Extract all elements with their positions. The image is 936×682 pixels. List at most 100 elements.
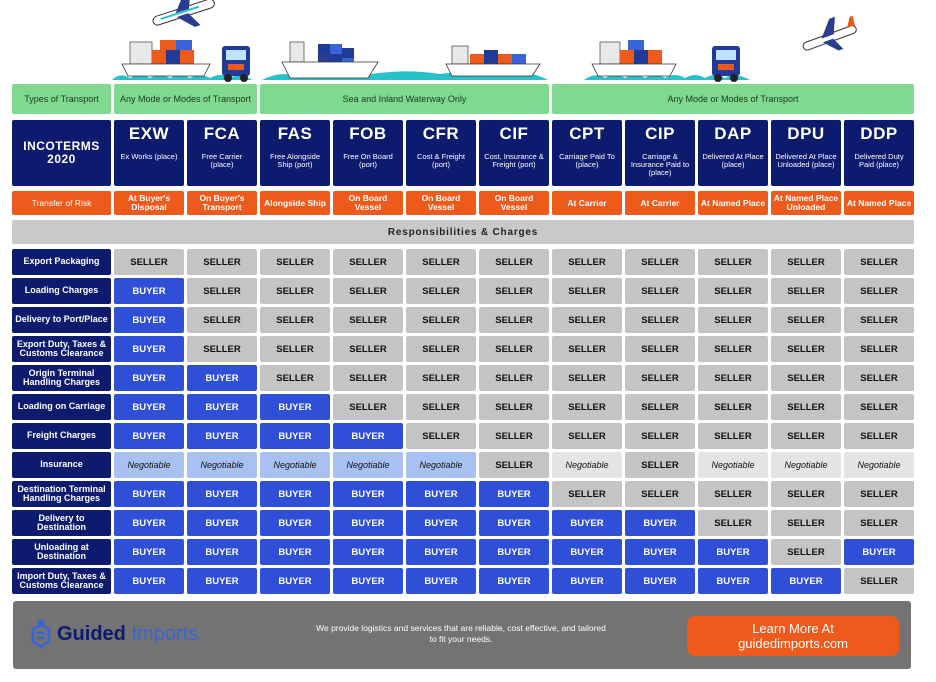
responsibility-cell: SELLER [698,278,768,304]
term-name: Free Alongside Ship (port) [269,152,321,169]
term-code: DDP [860,124,898,143]
term-header-cif[interactable]: CIF Cost, Insurance & Freight (port) [479,120,549,186]
brand-name-light: Imports [131,622,199,645]
term-header-cpt[interactable]: CPT Carriage Paid To (place) [552,120,622,186]
risk-point-ddp: At Named Place [844,191,914,215]
transport-types-label: Types of Transport [12,84,111,114]
cargo-ship-icon [445,45,541,77]
term-name: Free On Board (port) [343,152,393,169]
responsibility-cell: BUYER [187,568,257,594]
responsibility-cell: BUYER [625,510,695,536]
risk-point-fob: On Board Vessel [333,191,403,215]
responsibility-cell: SELLER [333,249,403,275]
term-code: EXW [128,124,170,143]
responsibility-cell: SELLER [771,249,841,275]
responsibility-cell: SELLER [625,307,695,333]
responsibility-cell: BUYER [114,307,184,333]
term-name: Cost & Freight (port) [417,152,465,169]
responsibility-cell: Negotiable [333,452,403,478]
responsibility-cell: SELLER [552,307,622,333]
term-header-fob[interactable]: FOB Free On Board (port) [333,120,403,186]
term-header-exw[interactable]: EXW Ex Works (place) [114,120,184,186]
responsibility-cell: SELLER [698,510,768,536]
responsibility-cell: SELLER [260,249,330,275]
responsibility-cell: Negotiable [260,452,330,478]
term-code: FOB [349,124,387,143]
responsibility-cell: SELLER [625,336,695,362]
term-header-ddp[interactable]: DDP Delivered Duty Paid (place) [844,120,914,186]
term-name: Carriage Paid To (place) [559,152,615,169]
responsibility-cell: SELLER [625,365,695,391]
responsibility-cell: BUYER [114,481,184,507]
responsibility-cell: SELLER [698,336,768,362]
responsibility-cell: BUYER [552,568,622,594]
responsibility-cell: BUYER [479,539,549,565]
responsibility-cell: SELLER [260,365,330,391]
responsibility-cell: BUYER [114,539,184,565]
responsibility-cell: SELLER [844,394,914,420]
responsibility-cell: BUYER [406,568,476,594]
row-label: Destination Terminal Handling Charges [12,481,111,507]
responsibility-cell: SELLER [625,278,695,304]
brand-logo[interactable]: Guided Imports [31,619,198,649]
incoterms-table: Types of Transport Any Mode or Modes of T… [12,84,914,594]
term-header-dpu[interactable]: DPU Delivered At Place Unloaded (place) [771,120,841,186]
responsibility-cell: SELLER [771,336,841,362]
responsibility-cell: SELLER [333,336,403,362]
responsibility-cell: BUYER [114,336,184,362]
responsibility-cell: BUYER [333,481,403,507]
responsibility-cell: Negotiable [114,452,184,478]
responsibility-cell: BUYER [333,568,403,594]
risk-point-dap: At Named Place [698,191,768,215]
transport-group-2: Sea and Inland Waterway Only [260,84,549,114]
responsibility-cell: SELLER [479,452,549,478]
responsibility-cell: Negotiable [698,452,768,478]
responsibility-cell: SELLER [844,278,914,304]
responsibility-cell: BUYER [479,568,549,594]
term-name: Delivered Duty Paid (place) [854,152,904,169]
incoterms-title: INCOTERMS 2020 [12,120,111,186]
responsibility-cell: SELLER [260,278,330,304]
row-label: Loading on Carriage [12,394,111,420]
responsibility-cell: SELLER [333,365,403,391]
responsibility-cell: BUYER [114,278,184,304]
risk-point-cip: At Carrier [625,191,695,215]
responsibility-cell: BUYER [260,568,330,594]
responsibility-cell: SELLER [552,278,622,304]
term-header-cfr[interactable]: CFR Cost & Freight (port) [406,120,476,186]
responsibility-cell: SELLER [698,365,768,391]
cta-line-2: guidedimports.com [738,636,848,651]
responsibility-cell: SELLER [771,423,841,449]
responsibility-cell: SELLER [771,365,841,391]
term-name: Delivered At Place (place) [702,152,764,169]
truck-icon [222,46,250,82]
responsibility-cell: SELLER [260,307,330,333]
incoterms-title-line2: 2020 [47,152,76,166]
term-code: FAS [277,124,313,143]
term-header-dap[interactable]: DAP Delivered At Place (place) [698,120,768,186]
term-header-fas[interactable]: FAS Free Alongside Ship (port) [260,120,330,186]
responsibility-cell: SELLER [187,249,257,275]
responsibility-cell: SELLER [844,423,914,449]
section-title: Responsibilities & Charges [12,220,914,244]
term-name: Carriage & Insurance Paid to (place) [630,152,690,177]
learn-more-button[interactable]: Learn More At guidedimports.com [687,616,899,656]
term-header-fca[interactable]: FCA Free Carrier (place) [187,120,257,186]
term-code: CPT [569,124,605,143]
responsibility-cell: SELLER [698,249,768,275]
responsibility-cell: BUYER [187,510,257,536]
responsibility-cell: SELLER [406,365,476,391]
airplane-icon [152,0,215,27]
responsibility-cell: BUYER [625,539,695,565]
row-label: Unloading at Destination [12,539,111,565]
responsibility-cell: SELLER [479,423,549,449]
term-name: Free Carrier (place) [201,152,243,169]
responsibility-cell: BUYER [260,539,330,565]
responsibility-cell: SELLER [771,307,841,333]
responsibility-cell: SELLER [552,394,622,420]
term-code: DAP [714,124,752,143]
term-header-cip[interactable]: CIP Carriage & Insurance Paid to (place) [625,120,695,186]
responsibility-cell: SELLER [552,365,622,391]
responsibility-cell: SELLER [479,278,549,304]
responsibility-cell: Negotiable [187,452,257,478]
